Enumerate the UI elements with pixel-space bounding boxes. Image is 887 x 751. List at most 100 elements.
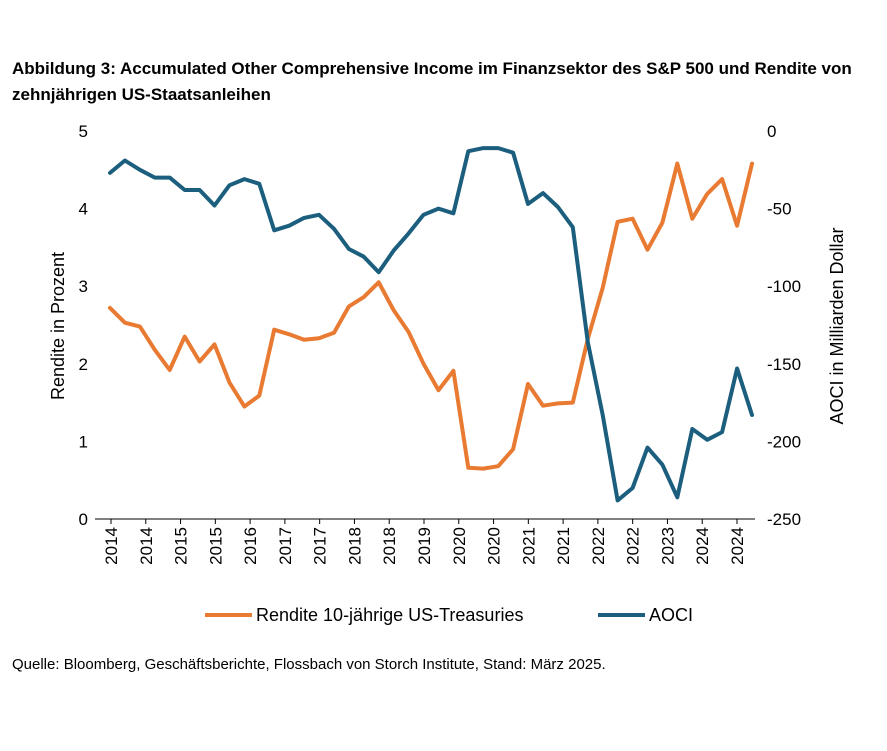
legend-label-rendite: Rendite 10-jährige US-Treasuries xyxy=(256,605,523,625)
chart-title: Abbildung 3: Accumulated Other Comprehen… xyxy=(12,59,852,104)
data-point-rendite xyxy=(437,389,440,392)
series-line-aoci xyxy=(108,146,754,503)
x-tick-label: 2014 xyxy=(102,527,121,565)
data-point-aoci xyxy=(347,247,350,250)
data-point-aoci xyxy=(736,367,739,370)
data-point-aoci xyxy=(482,147,485,150)
data-point-aoci xyxy=(332,227,335,230)
right-tick-label: -200 xyxy=(767,432,801,451)
data-point-rendite xyxy=(482,467,485,470)
data-point-rendite xyxy=(736,224,739,227)
data-point-rendite xyxy=(347,305,350,308)
data-point-rendite xyxy=(541,404,544,407)
data-point-rendite xyxy=(661,221,664,224)
left-tick-label: 3 xyxy=(79,277,88,296)
right-axis-ticks: -250 -200 -150 -100 -50 0 xyxy=(767,122,801,529)
data-point-aoci xyxy=(422,213,425,216)
data-point-rendite xyxy=(691,217,694,220)
x-tick-label: 2017 xyxy=(311,527,330,565)
data-point-aoci xyxy=(362,255,365,258)
left-tick-label: 1 xyxy=(79,432,88,451)
data-point-aoci xyxy=(556,206,559,209)
data-point-rendite xyxy=(168,369,171,372)
data-point-rendite xyxy=(362,296,365,299)
data-point-aoci xyxy=(392,249,395,252)
data-point-aoci xyxy=(258,182,261,185)
legend-label-aoci: AOCI xyxy=(649,605,693,625)
data-point-rendite xyxy=(288,333,291,336)
right-tick-label: -50 xyxy=(767,200,792,219)
data-point-aoci xyxy=(751,414,754,417)
data-point-aoci xyxy=(497,147,500,150)
data-point-rendite xyxy=(138,325,141,328)
data-point-aoci xyxy=(437,207,440,210)
data-point-aoci xyxy=(676,496,679,499)
x-tick-label: 2018 xyxy=(345,527,364,565)
data-point-aoci xyxy=(706,438,709,441)
data-point-aoci xyxy=(109,171,112,174)
data-point-rendite xyxy=(527,382,530,385)
data-point-rendite xyxy=(721,178,724,181)
data-point-rendite xyxy=(571,401,574,404)
x-axis-ticks: 2014 2014 2015 2015 2016 2017 2017 2018 2018 2019… xyxy=(102,519,747,565)
data-point-rendite xyxy=(631,217,634,220)
data-point-aoci xyxy=(183,188,186,191)
right-tick-label: -150 xyxy=(767,355,801,374)
data-point-aoci xyxy=(288,224,291,227)
left-tick-label: 5 xyxy=(79,122,88,141)
data-point-aoci xyxy=(153,176,156,179)
data-point-aoci xyxy=(646,446,649,449)
x-tick-label: 2023 xyxy=(658,527,677,565)
data-point-aoci xyxy=(228,184,231,187)
data-point-rendite xyxy=(706,192,709,195)
data-point-aoci xyxy=(452,212,455,215)
data-point-rendite xyxy=(407,330,410,333)
data-point-rendite xyxy=(332,331,335,334)
x-tick-label: 2015 xyxy=(172,527,191,565)
data-point-aoci xyxy=(318,213,321,216)
data-point-rendite xyxy=(213,343,216,346)
data-point-rendite xyxy=(303,338,306,341)
data-point-aoci xyxy=(168,176,171,179)
left-axis-ticks: 0 1 2 3 4 5 xyxy=(79,122,88,529)
data-point-rendite xyxy=(512,448,515,451)
right-tick-label: 0 xyxy=(767,122,776,141)
data-point-aoci xyxy=(691,427,694,430)
data-point-aoci xyxy=(198,188,201,191)
data-point-rendite xyxy=(497,465,500,468)
data-point-aoci xyxy=(631,486,634,489)
right-axis-title: AOCI in Milliarden Dollar xyxy=(827,227,847,424)
data-point-aoci xyxy=(616,499,619,502)
data-point-rendite xyxy=(258,394,261,397)
data-point-rendite xyxy=(109,306,112,309)
data-point-aoci xyxy=(661,463,664,466)
data-point-aoci xyxy=(407,232,410,235)
x-tick-label: 2017 xyxy=(276,527,295,565)
data-point-rendite xyxy=(646,248,649,251)
data-point-rendite xyxy=(751,162,754,165)
left-tick-label: 0 xyxy=(79,510,88,529)
data-point-aoci xyxy=(586,341,589,344)
data-point-rendite xyxy=(452,369,455,372)
x-tick-label: 2022 xyxy=(624,527,643,565)
data-point-rendite xyxy=(183,335,186,338)
data-point-rendite xyxy=(123,321,126,324)
data-point-rendite xyxy=(616,220,619,223)
series-points-rendite xyxy=(109,162,754,470)
data-point-aoci xyxy=(303,216,306,219)
data-point-aoci xyxy=(377,271,380,274)
data-point-aoci xyxy=(721,431,724,434)
data-point-rendite xyxy=(318,337,321,340)
data-point-rendite xyxy=(228,381,231,384)
data-point-rendite xyxy=(676,162,679,165)
x-tick-label: 2024 xyxy=(693,527,712,565)
data-point-rendite xyxy=(467,466,470,469)
x-tick-label: 2016 xyxy=(241,527,260,565)
x-tick-label: 2022 xyxy=(589,527,608,565)
x-tick-label: 2014 xyxy=(137,527,156,565)
series-points-aoci xyxy=(109,147,754,502)
data-point-aoci xyxy=(512,151,515,154)
data-point-aoci xyxy=(123,159,126,162)
data-point-aoci xyxy=(541,192,544,195)
data-point-aoci xyxy=(601,414,604,417)
